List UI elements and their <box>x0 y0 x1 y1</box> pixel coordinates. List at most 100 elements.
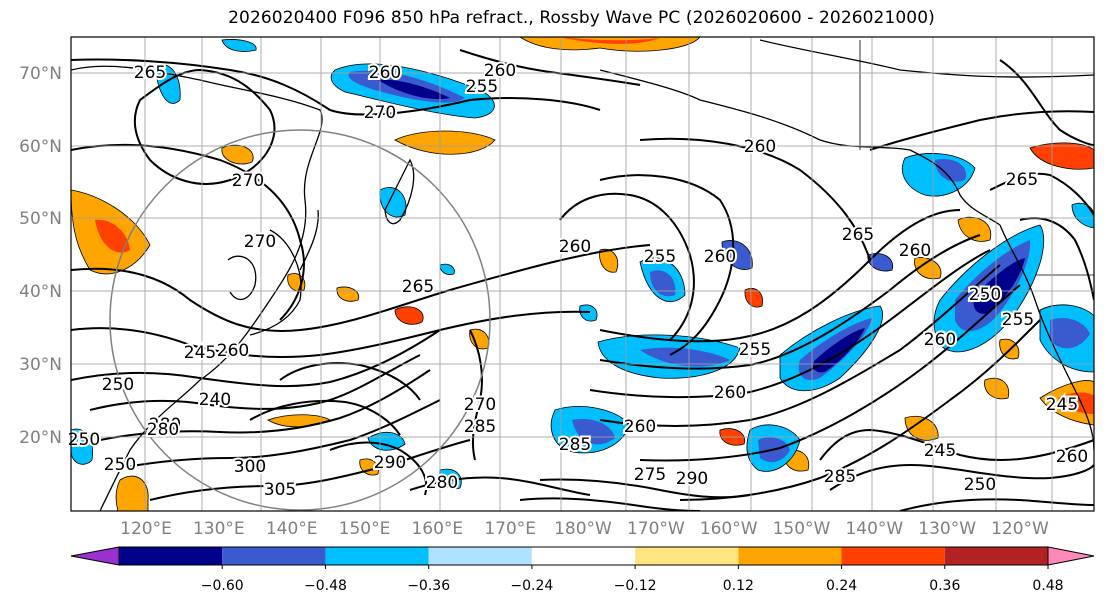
graticule <box>71 37 1094 511</box>
colorbar-tick-label: 0.36 <box>929 578 960 594</box>
contour-label: 280 <box>149 415 181 435</box>
shade-negative <box>935 159 966 182</box>
latitude-label: 50°N <box>19 209 62 229</box>
contour <box>899 498 1094 511</box>
shade-positive <box>519 37 701 52</box>
contour-label: 275 <box>634 465 666 485</box>
contour <box>329 441 428 496</box>
longitude-label: 140°E <box>266 519 318 539</box>
colorbar-tick-label: −0.12 <box>614 578 657 594</box>
contour-label: 280 <box>426 473 458 493</box>
contour-label: 270 <box>232 171 264 191</box>
contour-label: 300 <box>234 457 266 477</box>
contour-label: 250 <box>964 475 996 495</box>
contour-lines <box>71 49 1094 511</box>
contour-label: 260 <box>559 237 591 257</box>
colorbar-segment <box>222 547 326 565</box>
shade-positive <box>1058 392 1094 414</box>
contour <box>249 399 401 436</box>
colorbar-segment <box>738 547 842 565</box>
shade-negative <box>579 304 598 322</box>
contour-label: 245 <box>184 343 216 363</box>
shade-negative <box>867 253 894 272</box>
contour-label: 260 <box>924 330 956 350</box>
contour <box>639 284 1021 462</box>
shade-negative <box>439 263 455 275</box>
shade-positive <box>1029 142 1094 170</box>
coast-kamchatka <box>384 158 415 225</box>
shade-positive <box>744 288 763 308</box>
contour-label: 260 <box>624 417 656 437</box>
shade-positive <box>221 144 254 165</box>
contour-label: 305 <box>264 480 296 500</box>
latitude-label: 60°N <box>19 137 62 157</box>
contour-label: 260 <box>704 247 736 267</box>
shade-negative <box>221 39 257 52</box>
colorbar-segment <box>841 547 945 565</box>
plot-frame <box>70 36 1095 512</box>
longitude-label: 120°E <box>120 519 172 539</box>
contour-label: 270 <box>464 395 496 415</box>
shade-negative <box>439 468 462 490</box>
latitude-label: 70°N <box>19 64 62 84</box>
latitude-label: 40°N <box>19 282 62 302</box>
shade-negative <box>379 187 407 218</box>
longitude-label: 170°W <box>627 519 685 539</box>
shade-positive <box>560 37 660 44</box>
colorbar: −0.60 −0.48 −0.36 −0.24 −0.12 0.12 0.24 0.36 0.4… <box>70 546 1095 594</box>
contour <box>999 59 1094 146</box>
colorbar-segment <box>119 547 223 565</box>
contour <box>519 497 701 511</box>
contour <box>71 58 601 116</box>
longitude-label: 160°W <box>700 519 758 539</box>
contour-label: 290 <box>374 453 406 473</box>
contour-label: 255 <box>1002 310 1034 330</box>
contour-label: 260 <box>714 383 746 403</box>
contour <box>71 143 305 321</box>
contour-label: 245 <box>1046 395 1078 415</box>
contour-label: 250 <box>68 430 100 450</box>
contour <box>71 329 441 388</box>
analysis-radius-ring <box>109 129 491 511</box>
colorbar-extend-max <box>1047 546 1095 566</box>
contour <box>639 137 871 261</box>
contour-label: 245 <box>924 441 956 461</box>
contour <box>89 354 421 411</box>
shade-negative <box>650 270 676 297</box>
contour-label: 285 <box>824 467 856 487</box>
longitude-label: 150°W <box>773 519 831 539</box>
contour-label: 255 <box>466 77 498 97</box>
shade-negative <box>1050 317 1090 349</box>
colorbar-segment <box>428 547 532 565</box>
longitude-label: 130°E <box>193 519 245 539</box>
contour-label: 260 <box>369 63 401 83</box>
contour-label: 260 <box>484 61 516 81</box>
border-usa-canada <box>859 40 1094 276</box>
contour <box>539 478 751 499</box>
contour <box>679 319 1041 501</box>
contour-label: 265 <box>134 63 166 83</box>
longitude-label: 120°W <box>991 519 1049 539</box>
colorbar-segment <box>531 547 636 565</box>
contour-label: 260 <box>744 137 776 157</box>
shade-negative <box>572 418 615 445</box>
contour-label: 260 <box>899 241 931 261</box>
contour-label: 250 <box>969 285 1001 305</box>
contour <box>99 369 431 441</box>
contour <box>599 174 735 356</box>
contour <box>279 362 421 401</box>
contour <box>869 110 1094 151</box>
contour <box>559 192 695 341</box>
contour-label: 260 <box>1056 447 1088 467</box>
shade-positive <box>984 377 1010 400</box>
shade-negative <box>1071 202 1094 229</box>
contour <box>599 234 981 370</box>
contour <box>71 244 651 332</box>
latitude-label: 30°N <box>19 355 62 375</box>
contour <box>133 68 276 185</box>
contour-label: 265 <box>842 225 874 245</box>
contour-label: 255 <box>739 340 771 360</box>
contour-label: 270 <box>364 103 396 123</box>
longitude-label: 150°E <box>339 519 391 539</box>
